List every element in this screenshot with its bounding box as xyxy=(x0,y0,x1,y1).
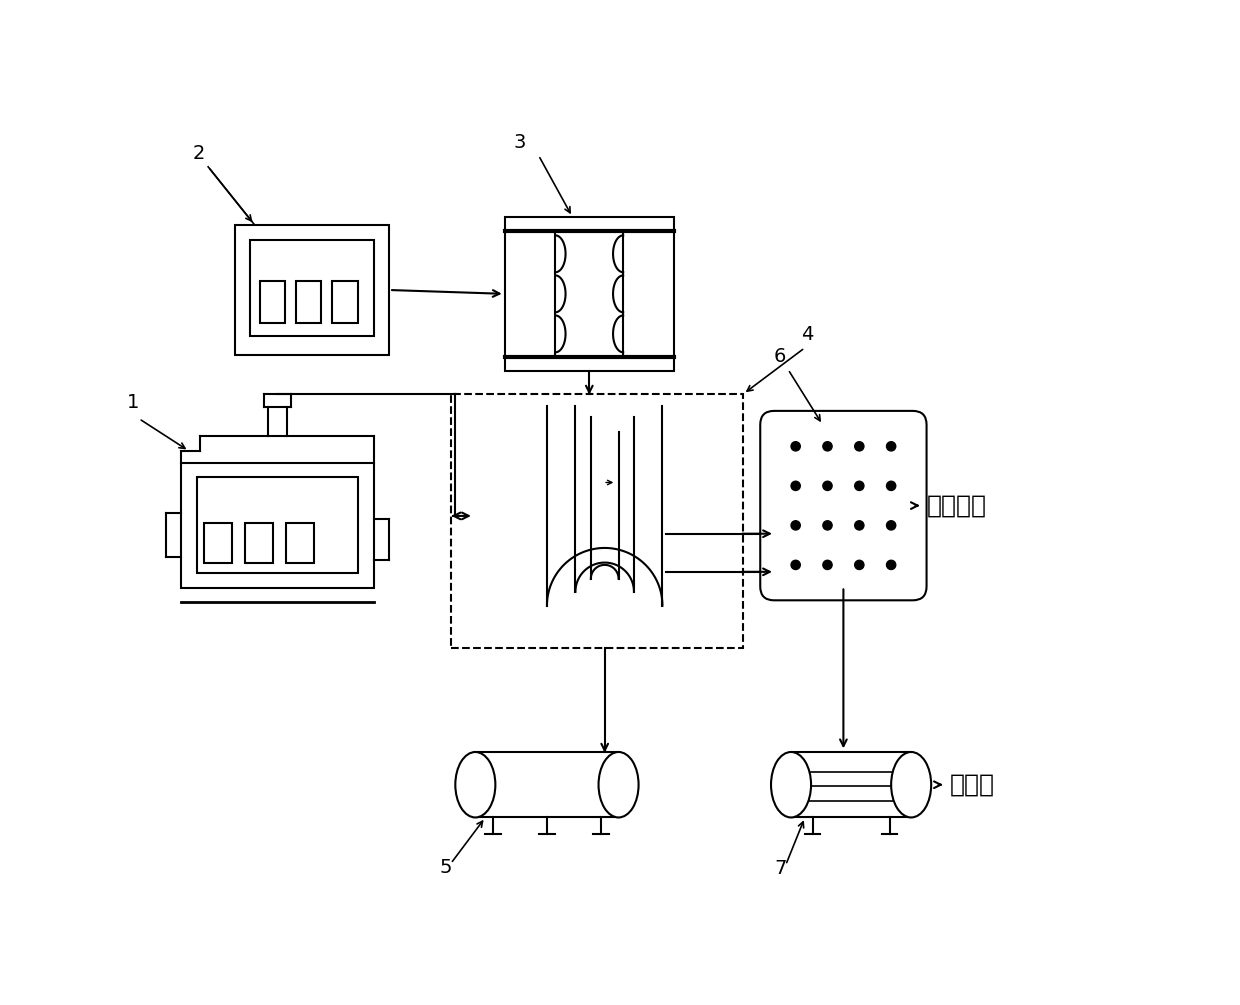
Text: 2: 2 xyxy=(192,144,205,163)
Bar xyxy=(250,240,373,337)
Text: 5: 5 xyxy=(439,858,451,877)
Bar xyxy=(296,280,321,324)
Text: 尾气排空: 尾气排空 xyxy=(926,493,987,518)
Bar xyxy=(505,217,675,371)
Text: 3: 3 xyxy=(513,133,526,152)
Text: 6: 6 xyxy=(774,347,786,366)
Circle shape xyxy=(791,481,800,490)
FancyBboxPatch shape xyxy=(760,411,926,600)
Bar xyxy=(181,463,373,588)
Circle shape xyxy=(854,560,864,570)
Circle shape xyxy=(887,521,895,530)
Bar xyxy=(197,476,358,573)
Circle shape xyxy=(791,521,800,530)
Bar xyxy=(450,394,743,648)
Bar xyxy=(286,524,314,564)
Text: 1: 1 xyxy=(128,393,140,412)
Ellipse shape xyxy=(599,752,639,817)
Circle shape xyxy=(854,521,864,530)
Bar xyxy=(332,280,357,324)
Circle shape xyxy=(791,441,800,451)
Circle shape xyxy=(823,521,832,530)
Circle shape xyxy=(791,560,800,570)
Bar xyxy=(791,752,911,817)
Circle shape xyxy=(823,481,832,490)
Ellipse shape xyxy=(771,752,811,817)
Bar xyxy=(205,524,232,564)
Circle shape xyxy=(823,560,832,570)
Text: 7: 7 xyxy=(774,859,786,878)
Circle shape xyxy=(823,441,832,451)
Bar xyxy=(236,224,389,356)
Bar xyxy=(259,280,285,324)
Circle shape xyxy=(887,560,895,570)
Ellipse shape xyxy=(892,752,931,817)
Bar xyxy=(246,524,273,564)
Text: 终产物: 终产物 xyxy=(950,773,994,797)
Ellipse shape xyxy=(455,752,495,817)
Circle shape xyxy=(887,441,895,451)
Circle shape xyxy=(854,481,864,490)
Circle shape xyxy=(854,441,864,451)
Text: 4: 4 xyxy=(801,325,813,344)
Circle shape xyxy=(887,481,895,490)
Bar xyxy=(475,752,619,817)
